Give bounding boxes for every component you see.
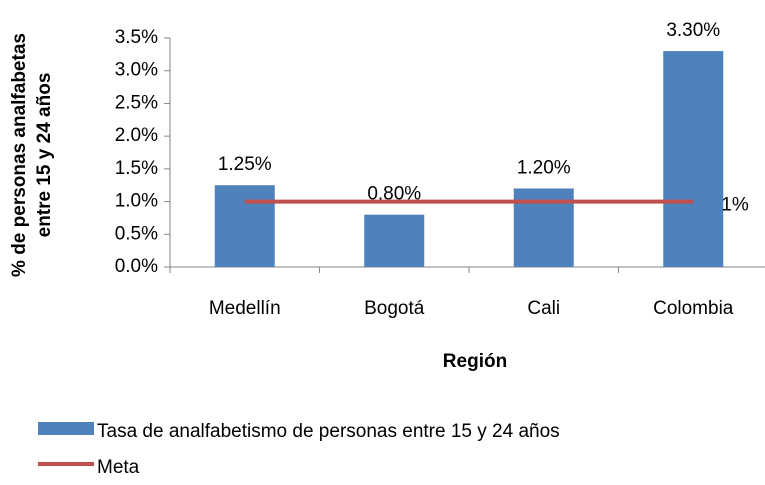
- y-tick-label: 1.5%: [115, 158, 158, 179]
- data-label: 3.30%: [666, 20, 720, 41]
- bar: [364, 214, 425, 267]
- bar: [214, 185, 275, 267]
- y-tick-label: 0.5%: [115, 223, 158, 244]
- y-tick-label: 1.0%: [115, 191, 158, 212]
- y-tick-label: 2.5%: [115, 92, 158, 113]
- data-label: 1%: [721, 195, 749, 216]
- x-tick-label: Bogotá: [364, 298, 425, 319]
- legend-swatch: [38, 422, 94, 435]
- y-tick-label: 2.0%: [115, 125, 158, 146]
- data-label: 1.20%: [517, 158, 571, 179]
- data-label: 1.25%: [218, 154, 272, 175]
- y-tick-label: 3.0%: [115, 60, 158, 81]
- legend-label: Meta: [97, 457, 140, 478]
- y-tick-label: 0.0%: [115, 256, 158, 277]
- x-tick-label: Cali: [527, 298, 560, 319]
- y-tick-label: 3.5%: [115, 27, 158, 48]
- x-axis-label: Región: [443, 351, 507, 372]
- x-tick-label: Medellín: [209, 298, 281, 319]
- bar: [663, 51, 724, 268]
- data-label: 0.80%: [367, 184, 421, 205]
- legend-label: Tasa de analfabetismo de personas entre …: [97, 421, 560, 442]
- x-tick-label: Colombia: [653, 298, 734, 319]
- y-axis-label: % de personas analfabetas: [9, 33, 30, 277]
- y-axis-label: entre 15 y 24 años: [34, 73, 55, 238]
